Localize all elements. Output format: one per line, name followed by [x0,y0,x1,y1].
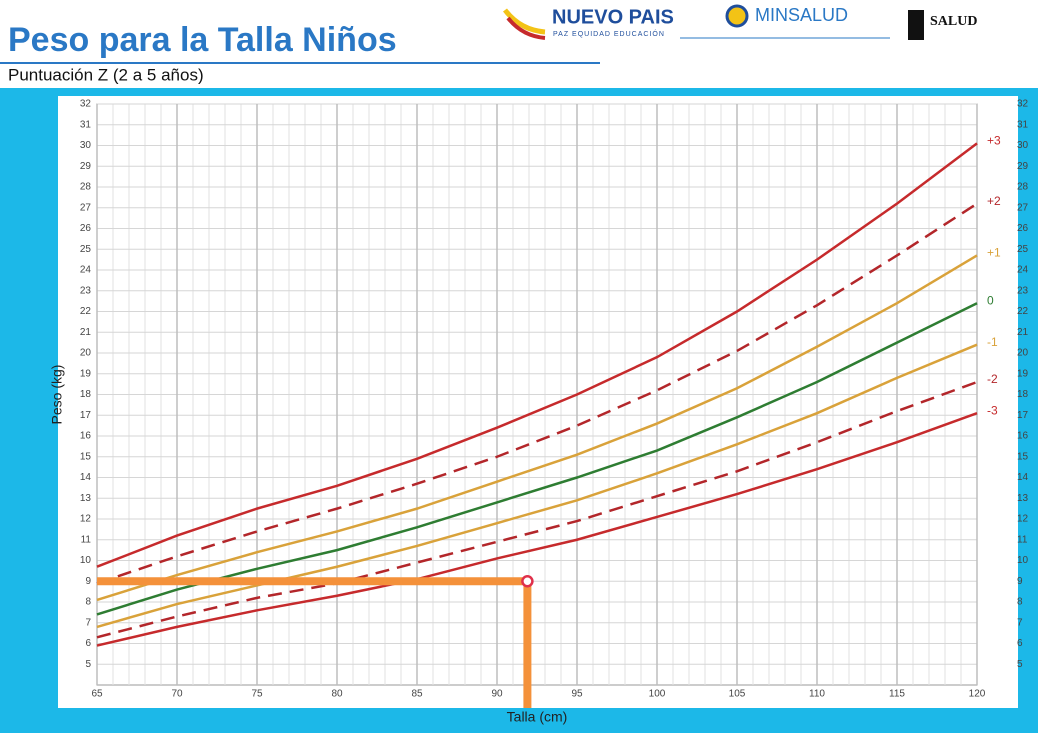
marker-point [521,575,534,588]
y2-tick-label: 27 [1017,202,1029,213]
y2-tick-label: 15 [1017,451,1029,462]
series-label: 0 [987,293,994,307]
y2-tick-label: 17 [1017,410,1029,421]
x-tick-label: 100 [649,689,666,700]
y-tick-label: 28 [80,182,92,193]
y2-tick-label: 7 [1017,617,1023,628]
x-axis-label: Talla (cm) [507,709,568,725]
y-tick-label: 15 [80,451,92,462]
y-tick-label: 8 [85,597,91,608]
series-label: -3 [987,403,998,417]
y2-tick-label: 18 [1017,389,1029,400]
series-label: -2 [987,372,998,386]
series-label: +2 [987,194,1001,208]
x-tick-label: 110 [809,689,825,700]
x-tick-label: 75 [251,689,263,700]
y2-tick-label: 24 [1017,265,1029,276]
y2-tick-label: 10 [1017,555,1029,566]
y2-tick-label: 14 [1017,472,1029,483]
y2-tick-label: 16 [1017,431,1029,442]
series-line [96,343,978,629]
y-tick-label: 20 [80,348,92,359]
y2-tick-label: 5 [1017,659,1023,670]
y2-tick-label: 6 [1017,638,1023,649]
logo-swoosh [503,8,546,35]
x-tick-label: 105 [729,689,746,700]
series-line [96,380,978,639]
series-line [96,202,978,585]
y2-tick-label: 11 [1017,534,1028,545]
y2-tick-label: 12 [1017,514,1029,525]
y-tick-label: 16 [80,431,92,442]
x-tick-label: 85 [411,689,423,700]
logo-emblem [908,10,924,40]
y-tick-label: 19 [80,368,92,379]
logo-swoosh [506,16,546,40]
y-tick-label: 6 [85,638,91,649]
y2-tick-label: 22 [1017,306,1029,317]
series-line [96,412,978,647]
y-tick-label: 11 [81,534,92,545]
series-label: -1 [987,335,998,349]
y2-tick-label: 25 [1017,244,1029,255]
y-tick-label: 22 [80,306,92,317]
logo-text: SALUD [930,14,977,29]
y-tick-label: 5 [85,659,91,670]
y-tick-label: 24 [80,265,92,276]
y-tick-label: 18 [80,389,92,400]
y-tick-label: 26 [80,223,92,234]
x-tick-label: 90 [491,689,503,700]
logo-text: NUEVO PAIS [552,6,674,28]
logo-text: MINSALUD [755,5,848,25]
y2-tick-label: 30 [1017,140,1029,151]
y-tick-label: 31 [80,119,92,130]
y2-tick-label: 32 [1017,99,1029,110]
y-tick-label: 7 [85,617,91,628]
y-tick-label: 12 [80,514,92,525]
y2-tick-label: 20 [1017,348,1029,359]
y-tick-label: 32 [80,99,92,110]
x-tick-label: 115 [889,689,905,700]
y-axis-label: Peso (kg) [49,365,65,425]
y2-tick-label: 8 [1017,597,1023,608]
x-tick-label: 95 [571,689,583,700]
series-line [96,142,978,568]
y-tick-label: 25 [80,244,92,255]
x-tick-label: 120 [969,689,986,700]
x-tick-label: 70 [171,689,183,700]
y2-tick-label: 21 [1017,327,1029,338]
series-label: +1 [987,246,1001,260]
y-tick-label: 13 [80,493,92,504]
logo-text: PAZ EQUIDAD EDUCACIÓN [553,29,665,38]
series-label: +3 [987,134,1001,148]
y-tick-label: 30 [80,140,92,151]
y2-tick-label: 23 [1017,285,1029,296]
x-tick-label: 80 [331,689,343,700]
y2-tick-label: 13 [1017,493,1029,504]
x-tick-label: 65 [91,689,103,700]
y2-tick-label: 29 [1017,161,1029,172]
y-tick-label: 10 [80,555,92,566]
y2-tick-label: 28 [1017,182,1029,193]
chart-title: Peso para la Talla Niños [8,21,397,59]
y2-tick-label: 19 [1017,368,1029,379]
y-tick-label: 14 [80,472,92,483]
y-tick-label: 29 [80,161,92,172]
y-tick-label: 17 [80,410,92,421]
y-tick-label: 23 [80,285,92,296]
y-tick-label: 9 [85,576,91,587]
series-line [96,254,978,602]
logo-emblem [725,4,749,28]
y2-tick-label: 9 [1017,576,1023,587]
y2-tick-label: 31 [1017,119,1029,130]
chart-subtitle: Puntuación Z (2 a 5 años) [8,65,204,84]
y-tick-label: 21 [80,327,92,338]
y-tick-label: 27 [80,202,92,213]
y2-tick-label: 26 [1017,223,1029,234]
series-line [96,302,978,616]
